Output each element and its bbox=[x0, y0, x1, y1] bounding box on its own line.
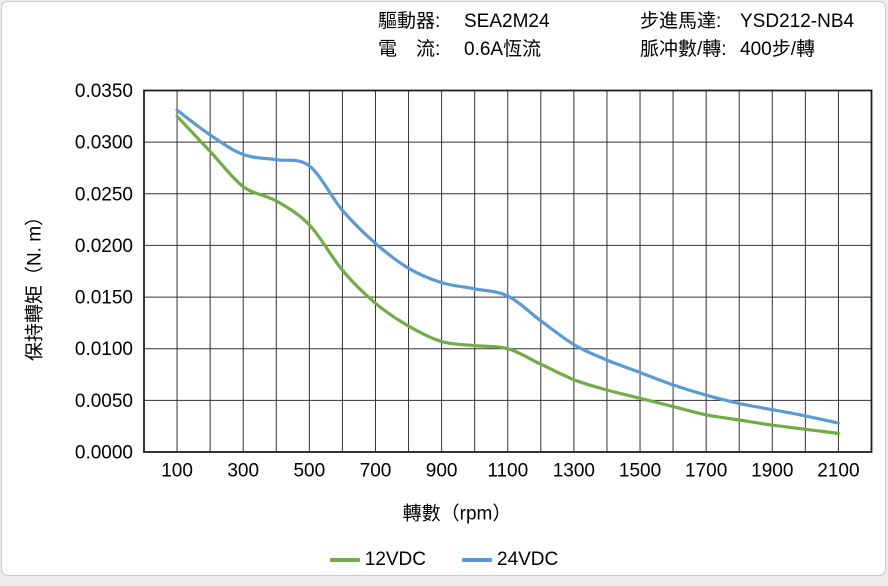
y-tick-label: 0.0100 bbox=[75, 339, 133, 360]
y-tick-label: 0.0050 bbox=[75, 391, 133, 412]
y-tick-label: 0.0300 bbox=[75, 133, 133, 154]
pulse-label: 脈冲數/轉: bbox=[640, 39, 727, 60]
legend-label-12vdc: 12VDC bbox=[364, 549, 426, 570]
y-tick-label: 0.0350 bbox=[75, 81, 133, 102]
chart-card bbox=[1, 1, 886, 576]
legend: 12VDC 24VDC bbox=[0, 549, 888, 571]
legend-swatch-24vdc bbox=[462, 558, 492, 562]
curve-12vdc bbox=[175, 114, 840, 435]
motor-label: 步進馬達: bbox=[640, 11, 722, 32]
motor-value: YSD212-NB4 bbox=[740, 11, 855, 32]
header-right-block: 步進馬達: YSD212-NB4 脈冲數/轉: 400步/轉 bbox=[640, 8, 854, 64]
y-tick-label: 0.0150 bbox=[75, 288, 133, 309]
y-axis-title: 保持轉矩（N. m） bbox=[24, 206, 46, 362]
current-label: 電 流: bbox=[378, 39, 441, 60]
x-tick-label: 900 bbox=[426, 461, 458, 482]
y-tick-label: 0.0200 bbox=[75, 236, 133, 257]
current-value: 0.6A恆流 bbox=[464, 39, 542, 60]
plot-border bbox=[143, 89, 873, 453]
pulse-value: 400步/轉 bbox=[740, 39, 815, 60]
legend-label-24vdc: 24VDC bbox=[497, 549, 559, 570]
x-tick-label: 100 bbox=[161, 461, 193, 482]
legend-item-24vdc: 24VDC bbox=[462, 549, 558, 571]
gridlines bbox=[143, 90, 872, 453]
x-tick-label: 1300 bbox=[553, 461, 595, 482]
legend-item-12vdc: 12VDC bbox=[329, 549, 426, 571]
x-axis-title: 轉數（rpm） bbox=[402, 503, 512, 525]
legend-swatch-12vdc bbox=[329, 558, 360, 562]
y-tick-label: 0.0250 bbox=[75, 184, 133, 205]
tick-labels: 0.0000 0.0050 0.0100 0.0150 0.0200 0.0250 0.03… bbox=[75, 81, 860, 482]
x-tick-label: 1100 bbox=[487, 461, 528, 482]
x-tick-label: 2100 bbox=[817, 461, 859, 482]
x-tick-label: 1500 bbox=[619, 461, 661, 482]
x-tick-label: 500 bbox=[293, 461, 325, 482]
y-tick-label: 0.0000 bbox=[75, 443, 133, 464]
driver-value: SEA2M24 bbox=[464, 11, 550, 32]
driver-label: 驅動器: bbox=[378, 11, 441, 32]
x-tick-label: 300 bbox=[227, 461, 259, 482]
curve-24vdc bbox=[175, 108, 840, 425]
x-tick-label: 1700 bbox=[685, 461, 727, 482]
x-tick-label: 1900 bbox=[751, 461, 793, 482]
header-left-block: 驅動器: SEA2M24 電 流: 0.6A恆流 bbox=[378, 8, 550, 64]
x-tick-label: 700 bbox=[360, 461, 392, 482]
